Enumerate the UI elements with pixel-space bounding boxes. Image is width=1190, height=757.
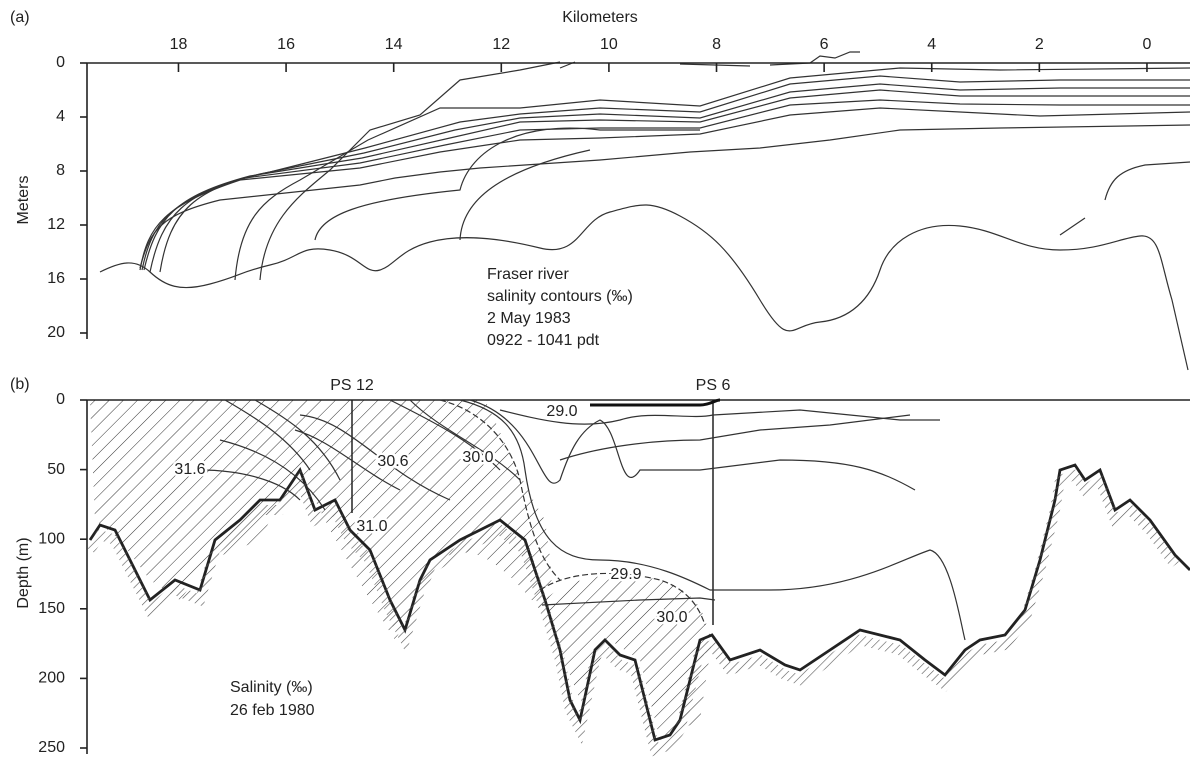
contour-label: 29.0 (546, 403, 577, 420)
y-tick-label: 0 (56, 54, 65, 71)
panel-label: (a) (10, 9, 30, 26)
contour-label: 31.0 (356, 518, 387, 535)
contour-label: 31.6 (174, 461, 205, 478)
y-tick-label: 100 (38, 530, 65, 547)
y-tick-label: 250 (38, 739, 65, 756)
section-b (85, 398, 1190, 757)
x-tick-label: 18 (170, 36, 188, 53)
panel-label: (b) (10, 376, 30, 393)
y-tick-label: 16 (47, 270, 65, 287)
y-axis-title: Depth (m) (15, 537, 32, 608)
y-tick-label: 0 (56, 391, 65, 408)
y-axis-title: Meters (15, 176, 32, 225)
x-tick-label: 4 (927, 36, 936, 53)
x-tick-label: 8 (712, 36, 721, 53)
y-tick-label: 4 (56, 108, 65, 125)
x-tick-label: 10 (600, 36, 618, 53)
x-tick-label: 14 (385, 36, 403, 53)
annotation: 0922 - 1041 pdt (487, 332, 600, 349)
y-tick-label: 12 (47, 216, 65, 233)
contour-label: 30.0 (462, 449, 493, 466)
annotation: 2 May 1983 (487, 310, 571, 327)
y-tick-label: 20 (47, 324, 65, 341)
annotation: Fraser river (487, 266, 569, 283)
annotation: salinity contours (‰) (487, 288, 633, 305)
x-tick-label: 0 (1143, 36, 1152, 53)
contour-label: 29.9 (610, 566, 641, 583)
contours-a (99, 51, 1190, 371)
y-tick-label: 200 (38, 670, 65, 687)
y-tick-label: 50 (47, 461, 65, 478)
x-tick-label: 2 (1035, 36, 1044, 53)
station-label: PS 6 (696, 377, 731, 394)
station-label: PS 12 (330, 377, 374, 394)
annotation: Salinity (‰) (230, 679, 313, 696)
annotation: 26 feb 1980 (230, 702, 315, 719)
contour-label: 30.0 (656, 609, 687, 626)
contour-label: 30.6 (377, 453, 408, 470)
x-tick-label: 12 (492, 36, 510, 53)
x-tick-label: 6 (820, 36, 829, 53)
x-tick-label: 16 (277, 36, 295, 53)
y-tick-label: 150 (38, 600, 65, 617)
y-tick-label: 8 (56, 162, 65, 179)
x-axis-title: Kilometers (562, 9, 638, 26)
